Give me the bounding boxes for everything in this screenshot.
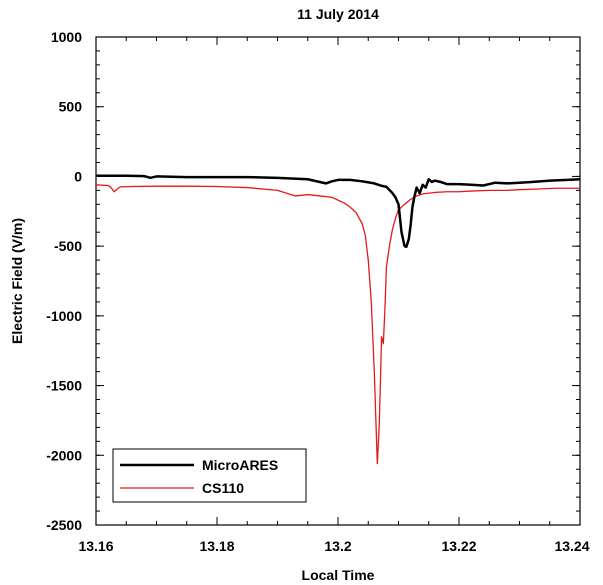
series-line-cs110 bbox=[96, 184, 580, 465]
legend: MicroARES CS110 bbox=[112, 448, 307, 503]
x-tick-label: 13.2 bbox=[324, 538, 351, 554]
y-tick-label: 1000 bbox=[51, 29, 82, 45]
y-tick-labels: 1000 500 0 -500 -1000 -1500 -2000 -2500 bbox=[46, 29, 82, 533]
chart-title: 11 July 2014 bbox=[297, 6, 379, 22]
y-tick-label: -1500 bbox=[46, 378, 82, 394]
legend-label-cs110: CS110 bbox=[202, 480, 244, 496]
x-tick-labels: 13.16 13.18 13.2 13.22 13.24 bbox=[78, 538, 589, 554]
x-tick-label: 13.22 bbox=[441, 538, 476, 554]
series-line-microares bbox=[96, 174, 580, 249]
x-tick-label: 13.18 bbox=[199, 538, 234, 554]
legend-label-microares: MicroARES bbox=[202, 457, 278, 473]
y-tick-label: -2500 bbox=[46, 517, 82, 533]
legend-box bbox=[112, 448, 307, 503]
x-axis-title: Local Time bbox=[302, 567, 375, 583]
x-tick-label: 13.16 bbox=[78, 538, 113, 554]
y-axis-title: Electric Field (V/m) bbox=[9, 218, 25, 344]
y-tick-label: -500 bbox=[54, 238, 82, 254]
y-tick-label: -1000 bbox=[46, 308, 82, 324]
y-tick-label: 0 bbox=[74, 168, 82, 184]
series-lines bbox=[96, 174, 580, 465]
x-tick-label: 13.24 bbox=[554, 538, 589, 554]
y-tick-label: 500 bbox=[59, 99, 83, 115]
y-tick-label: -2000 bbox=[46, 447, 82, 463]
axis-ticks bbox=[95, 36, 581, 526]
